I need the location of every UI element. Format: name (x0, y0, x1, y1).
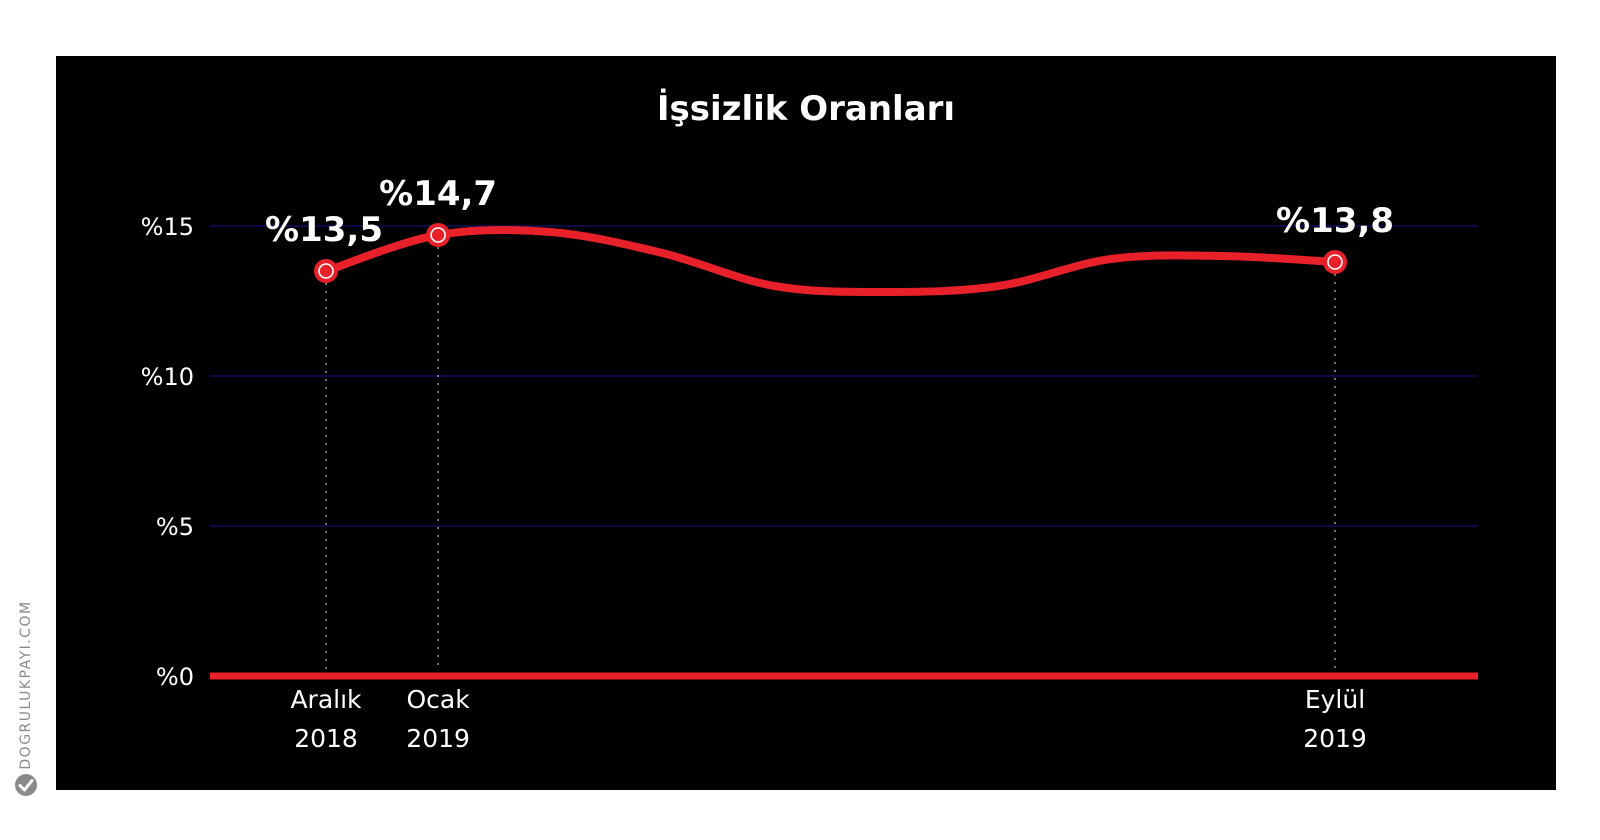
chart-panel (56, 56, 1556, 790)
data-point-ring (318, 263, 334, 279)
x-tick-label-month: Eylül (1305, 685, 1365, 714)
series-line (322, 225, 1339, 297)
data-point-ring (430, 227, 446, 243)
y-tick-label: %5 (156, 513, 194, 541)
x-tick-label-year: 2019 (406, 724, 470, 753)
y-tick-label: %15 (141, 213, 194, 241)
data-points: %13,5%14,7 %13,8 (265, 174, 1394, 283)
point-guides (325, 247, 1336, 670)
x-tick-label-year: 2019 (1303, 724, 1367, 753)
chart-title: İşsizlik Oranları (657, 88, 955, 129)
grid-lines (210, 225, 1478, 680)
series-layer (322, 225, 1339, 297)
x-tick-label-month: Aralık (290, 685, 362, 714)
y-tick-label: %0 (156, 663, 194, 691)
watermark: DOGRULUKPAYI.COM (6, 585, 46, 796)
data-label: %13,8 (1276, 201, 1394, 241)
x-tick-label-year: 2018 (294, 724, 358, 753)
data-label: %13,5 (265, 210, 383, 250)
watermark-text: DOGRULUKPAYI.COM (18, 600, 34, 770)
checkmark-logo-icon (15, 774, 37, 796)
y-tick-label: %10 (141, 363, 194, 391)
x-axis-ticks: Aralık 2018 Ocak 2019 Eylül 2019 (290, 685, 1366, 753)
data-point-ring (1327, 254, 1343, 270)
data-label: %14,7 (379, 174, 497, 214)
y-axis-ticks: %0 %5 %10 %15 (141, 213, 194, 691)
x-tick-label-month: Ocak (406, 685, 470, 714)
